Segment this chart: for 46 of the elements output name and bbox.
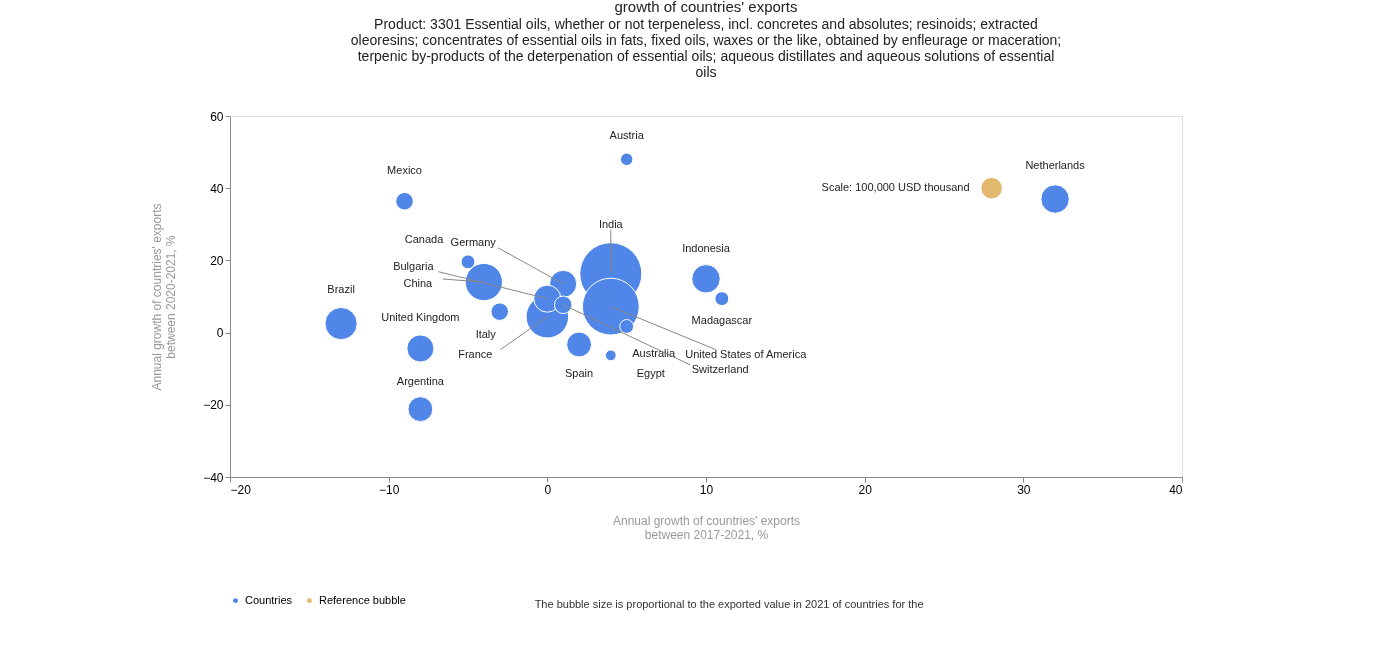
- text: oils: [695, 64, 717, 80]
- annotation: United States of America: [685, 347, 808, 360]
- legend-label: Reference bubble: [319, 593, 406, 606]
- x-tick-label: −20: [230, 482, 252, 497]
- text: The bubble size is proportional to the exported value in 2021 of countries for the: [534, 598, 924, 610]
- annotation: Italy: [475, 327, 497, 340]
- y-tick-label: 40: [210, 181, 224, 196]
- text: between 2017-2021, %: [644, 527, 769, 542]
- chart-title: growth of countries' exports: [614, 0, 798, 15]
- x-tick-label: 30: [1017, 482, 1031, 497]
- annotation: United Kingdom: [381, 311, 460, 324]
- annotation: Austria: [609, 129, 645, 142]
- annotation: Canada: [404, 232, 445, 245]
- annotation: France: [458, 347, 493, 360]
- text: oleoresins; concentrates of essential oils in fats, fixed oils, waxes or the like, obtained by enfleurage or maceration;: [350, 32, 1062, 48]
- y-tick-label: 0: [216, 326, 224, 341]
- x-tick-label: 0: [544, 482, 552, 497]
- annotation: Bulgaria: [393, 259, 435, 272]
- y-tick-label: −20: [203, 398, 224, 413]
- x-tick-label: 40: [1169, 482, 1183, 497]
- legend-label: Countries: [245, 593, 293, 606]
- y-tick-label: −40: [203, 470, 224, 485]
- annotation: Germany: [450, 235, 497, 248]
- y-tick-label: 60: [210, 109, 224, 124]
- annotation: Egypt: [636, 367, 665, 380]
- text: terpenic by-products of the deterpenation of essential oils; aqueous distillates and aqueous solutions of essential: [357, 48, 1055, 64]
- annotation: Indonesia: [682, 241, 731, 254]
- x-tick-label: 20: [858, 482, 873, 497]
- annotation: China: [403, 277, 434, 290]
- x-tick-label: −10: [378, 482, 400, 497]
- text: Annual growth of countries' exports: [612, 513, 801, 528]
- annotation: Argentina: [396, 375, 445, 388]
- text: Annual growth of countries' exports: [150, 203, 165, 391]
- annotation: Switzerland: [691, 362, 749, 375]
- annotation: India: [598, 217, 624, 230]
- x-tick-label: 10: [699, 482, 714, 497]
- annotation: Mexico: [387, 164, 422, 177]
- annotation: Scale: 100,000 USD thousand: [821, 181, 970, 194]
- annotation: Madagascar: [691, 313, 753, 326]
- y-tick-label: 20: [210, 253, 224, 268]
- annotation: Australia: [632, 347, 676, 360]
- text: Product: 3301 Essential oils, whether or not terpeneless, incl. concretes and absolutes; resinoids; extracted: [374, 16, 1038, 32]
- annotation: Spain: [565, 366, 594, 379]
- text: between 2020-2021, %: [164, 235, 179, 359]
- annotation: Netherlands: [1025, 159, 1086, 172]
- annotation: Brazil: [327, 282, 355, 295]
